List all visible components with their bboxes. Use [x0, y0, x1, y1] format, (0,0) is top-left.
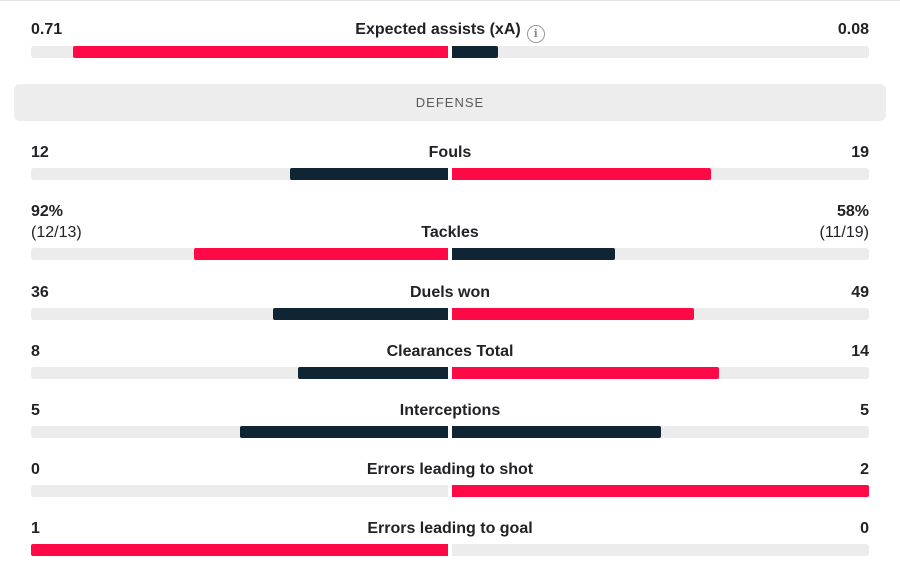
stat-bar-right-track — [452, 426, 869, 438]
stat-bar-right-track — [452, 367, 869, 379]
stat-bar — [31, 485, 869, 497]
stat-bar-left-fill — [193, 248, 448, 260]
stat-bar-left-track — [31, 248, 448, 260]
section-header-defense: DEFENSE — [14, 84, 886, 121]
stat-bar — [31, 248, 869, 260]
stat-left-value: 36 — [31, 284, 49, 301]
stat-bar-right-fill — [452, 248, 615, 260]
stat-bar — [31, 308, 869, 320]
stat-title: Interceptions — [399, 402, 501, 419]
stat-title: Tackles — [421, 224, 479, 241]
stat-right-detail: (11/19) — [819, 224, 869, 241]
stat-right-value: 14 — [851, 343, 869, 360]
stat-title: Duels won — [409, 284, 490, 301]
stat-left-value: 0 — [31, 461, 40, 478]
stat-bar-right-fill — [452, 168, 711, 180]
stat-bar-left-track — [31, 485, 448, 497]
stat-bar-left-track — [31, 46, 448, 58]
info-icon[interactable]: i — [526, 25, 545, 43]
stat-bar-right-fill — [452, 367, 719, 379]
stat-bar-right-track — [452, 544, 869, 556]
stat-bar — [31, 544, 869, 556]
stat-bar-right-track — [452, 308, 869, 320]
stat-right-value: 19 — [851, 144, 869, 161]
stat-title: Expected assists (xA) i — [31, 20, 869, 43]
stat-bar-left-track — [31, 544, 448, 556]
stat-title: Errors leading to goal — [367, 520, 533, 537]
stat-title: Fouls — [428, 144, 472, 161]
stat-bar-right-fill — [452, 485, 869, 497]
stat-right-value: 58% — [836, 203, 869, 220]
stat-bar-left-track — [31, 308, 448, 320]
stat-bar-right-track — [452, 248, 869, 260]
stat-bar-right-track — [452, 485, 869, 497]
stat-bar — [31, 46, 869, 58]
stat-bar-right-track — [452, 46, 869, 58]
stat-left-value: 1 — [31, 520, 40, 537]
stat-bar-left-fill — [289, 168, 448, 180]
stat-left-value: 92% — [31, 203, 64, 220]
stat-bar-left-track — [31, 168, 448, 180]
stat-left-value: 12 — [31, 144, 49, 161]
stat-left-value: 8 — [31, 343, 40, 360]
top-divider — [0, 0, 900, 1]
stat-left-detail: (12/13) — [31, 224, 82, 241]
stat-bar-left-fill — [297, 367, 448, 379]
stat-right-value: 2 — [860, 461, 869, 478]
stat-bar — [31, 367, 869, 379]
stat-bar-left-fill — [72, 46, 448, 58]
stat-bar-left-fill — [239, 426, 448, 438]
stat-right-value: 49 — [851, 284, 869, 301]
stat-bar-right-fill — [452, 426, 661, 438]
stat-title: Errors leading to shot — [366, 461, 534, 478]
stat-right-value: 0 — [860, 520, 869, 537]
stat-title: Clearances Total — [386, 343, 514, 360]
stat-left-value: 5 — [31, 402, 40, 419]
stat-right-value: 5 — [860, 402, 869, 419]
stat-title-label: Expected assists (xA) — [355, 21, 521, 38]
stat-bar — [31, 426, 869, 438]
stat-bar-left-fill — [31, 544, 448, 556]
stat-bar-right-fill — [452, 46, 498, 58]
stat-bar — [31, 168, 869, 180]
stat-right-value: 0.08 — [837, 21, 869, 38]
stat-bar-left-track — [31, 426, 448, 438]
stat-bar-right-track — [452, 168, 869, 180]
stat-bar-left-track — [31, 367, 448, 379]
stat-bar-right-fill — [452, 308, 694, 320]
stat-left-value: 0.71 — [31, 21, 63, 38]
stat-bar-left-fill — [272, 308, 448, 320]
